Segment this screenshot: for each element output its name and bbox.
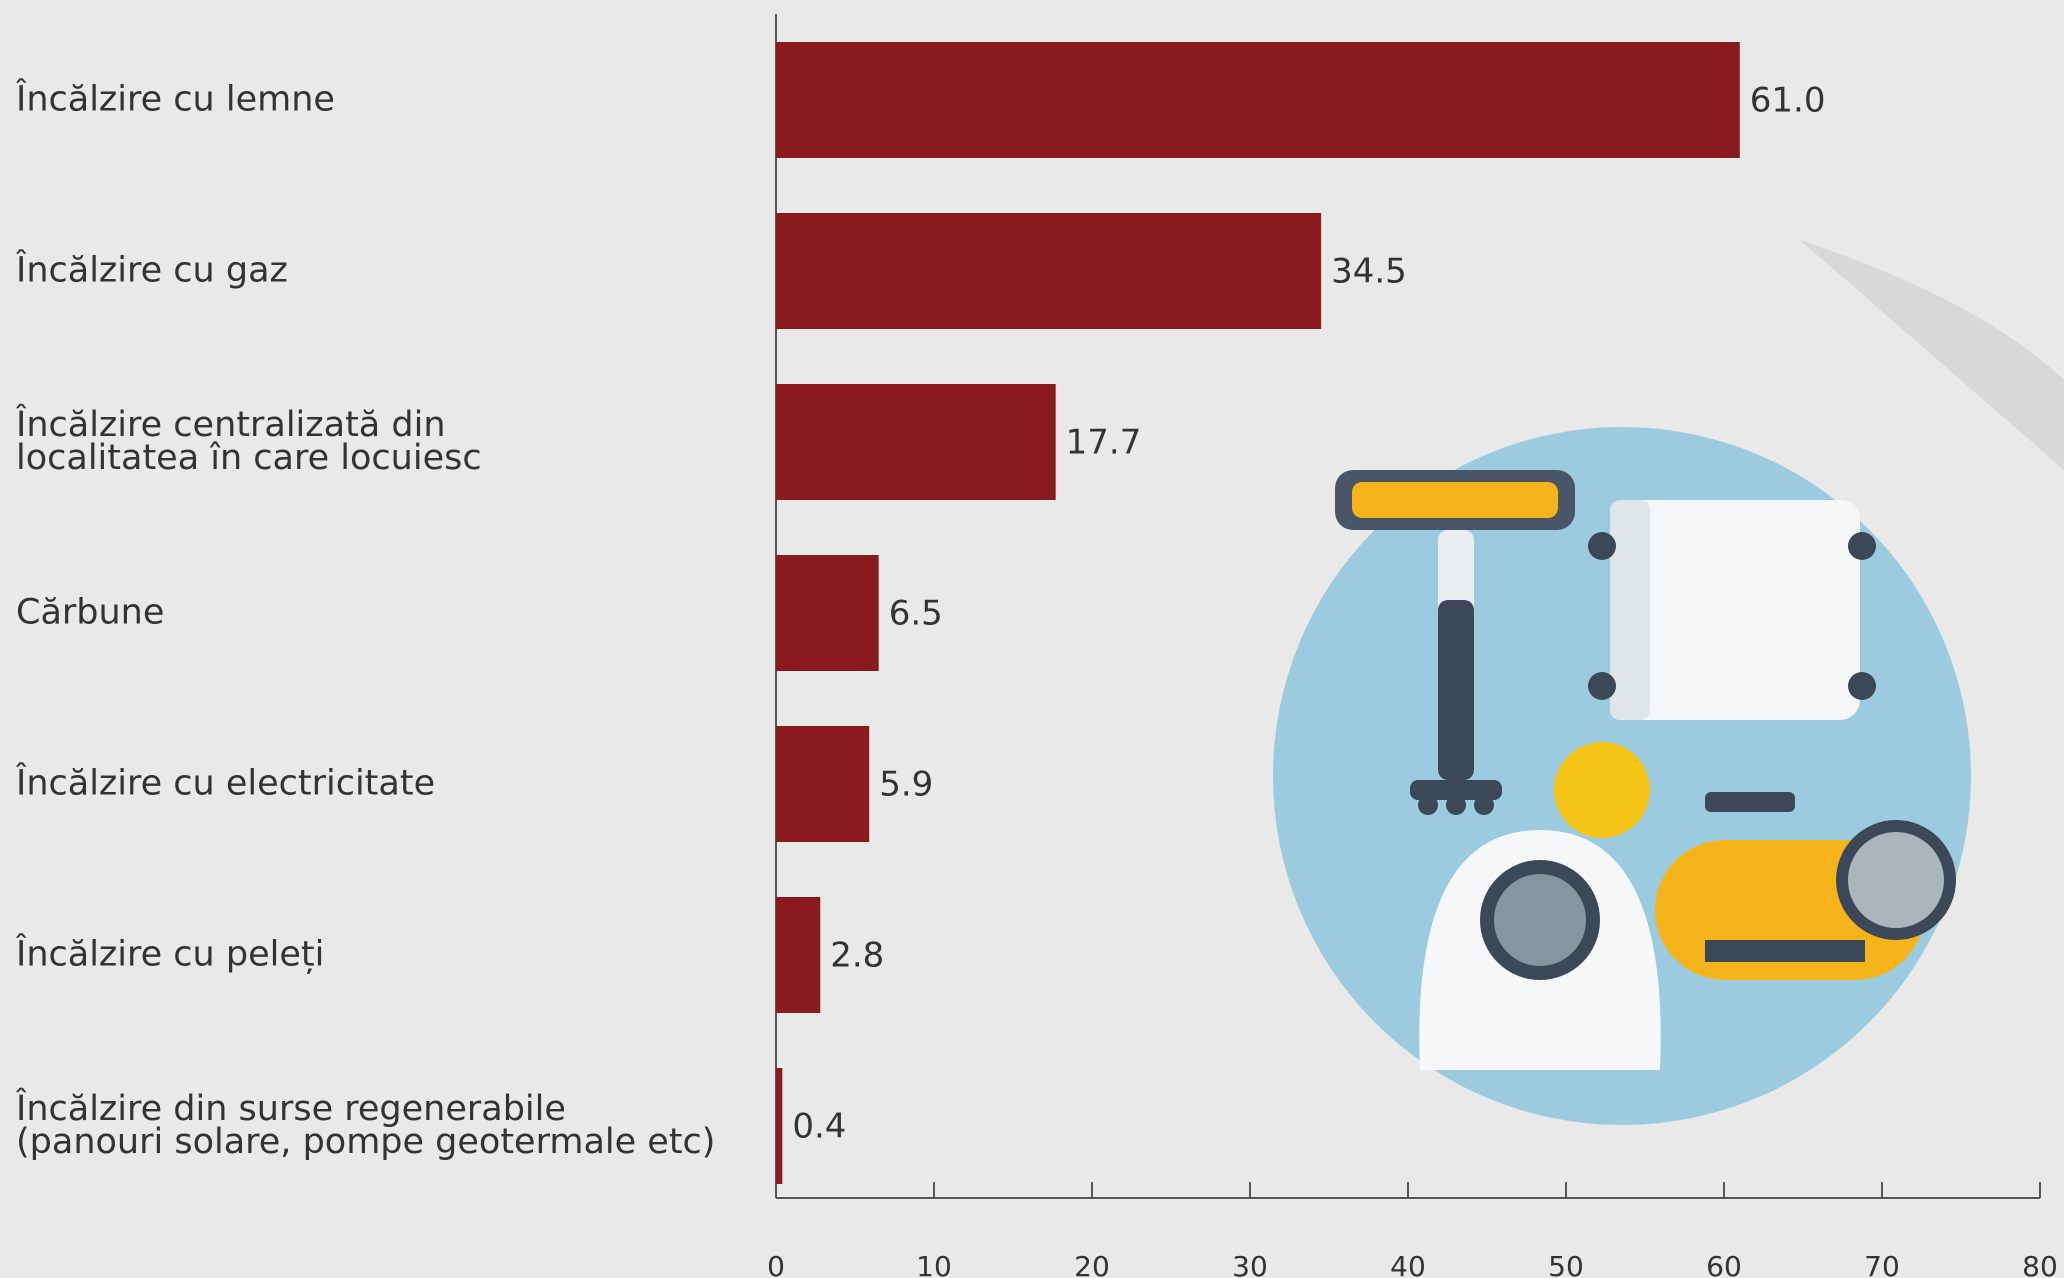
bar [776,726,870,842]
value-label: 17.7 [1066,423,1142,463]
bar [776,42,1740,158]
x-tick-label: 70 [1864,1250,1900,1278]
value-label: 34.5 [1331,252,1407,292]
bar [776,1068,783,1184]
value-label: 6.5 [889,594,943,634]
category-label: Încălzire cu lemne [16,79,335,120]
bar [776,897,821,1013]
x-tick-label: 40 [1390,1250,1426,1278]
x-tick-label: 30 [1232,1250,1268,1278]
value-label: 0.4 [792,1107,846,1147]
bar [776,384,1056,500]
x-tick-label: 50 [1548,1250,1584,1278]
illustration [1273,240,2064,1125]
value-label: 5.9 [879,765,933,805]
x-tick-label: 80 [2022,1250,2058,1278]
x-tick-label: 0 [767,1250,785,1278]
category-label: Cărbune [16,592,165,633]
category-label: Încălzire cu peleți [16,934,325,975]
x-tick-label: 10 [916,1250,952,1278]
category-label: Încălzire centralizată din localitatea î… [16,405,482,478]
bar [776,555,879,671]
category-label: Încălzire cu gaz [16,250,288,291]
x-tick-label: 60 [1706,1250,1742,1278]
category-label: Încălzire din surse regenerabile (panour… [16,1089,716,1162]
value-label: 61.0 [1750,81,1826,121]
bar [776,213,1322,329]
value-label: 2.8 [830,936,884,976]
x-tick-label: 20 [1074,1250,1110,1278]
category-label: Încălzire cu electricitate [16,763,436,804]
